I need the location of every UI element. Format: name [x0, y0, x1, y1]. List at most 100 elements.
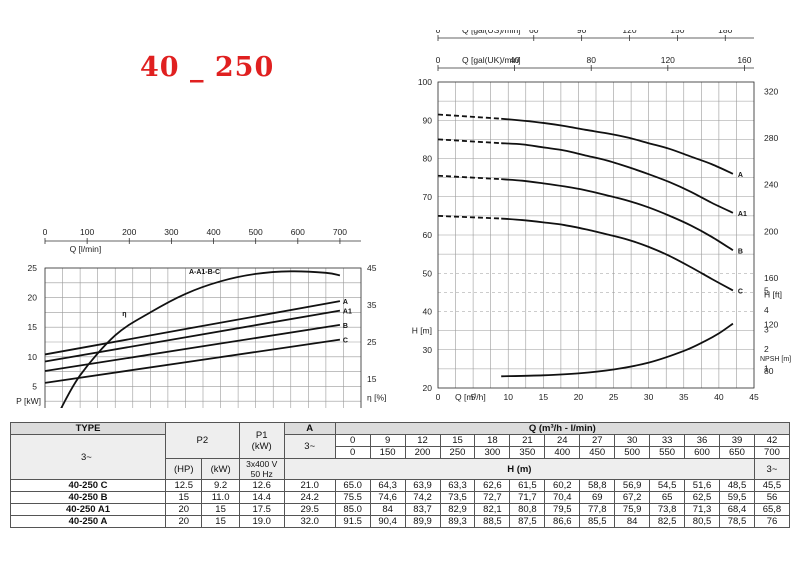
h-header: H (m)	[283, 458, 755, 480]
q-header: Q (m³/h - l/min)	[334, 422, 791, 435]
table-row: 40-250 B 15 11.0 14.4 24.2 75.5 74,6 74,2 73,5 72…	[10, 491, 791, 504]
head-y-tick: 90	[423, 115, 433, 125]
head-cell: 65.0	[334, 479, 371, 492]
type-cell: 40-250 B	[10, 491, 166, 504]
head-cell: 71,3	[684, 503, 721, 516]
power-y2-tick: 45	[367, 263, 377, 273]
q-lmin-cell: 700	[753, 446, 791, 459]
head-y-tick: 100	[418, 77, 432, 87]
q-lmin-cell: 550	[649, 446, 686, 459]
q-lmin-cell: 250	[439, 446, 476, 459]
head-x-tick: 35	[679, 392, 689, 402]
q-m3h-cell: 15	[439, 434, 476, 447]
head-cell: 60,2	[544, 479, 581, 492]
kw-cell: 15	[201, 503, 240, 516]
power-curve-label: C	[343, 338, 348, 345]
head-cell: 72,7	[474, 491, 511, 504]
head-top-tick: 150	[670, 30, 684, 35]
head-ft-tick: 280	[764, 133, 778, 143]
table-header-row: TYPE P2 P1 (kW) A Q (m³/h - l/min)	[10, 422, 791, 459]
q-m3h-cell: 27	[579, 434, 616, 447]
head-top-tick: 120	[622, 30, 636, 35]
p2-header: P2	[165, 422, 240, 459]
q-lmin-cell: 350	[509, 446, 546, 459]
head-curve-label: B	[738, 248, 743, 255]
q-lmin-cell: 0	[334, 446, 371, 459]
head-cell: 62,6	[474, 479, 511, 492]
head-x-tick: 40	[714, 392, 724, 402]
power-top-tick: 300	[164, 228, 178, 237]
head-cell: 90,4	[369, 515, 406, 528]
head-cell: 84	[614, 515, 651, 528]
q-m3h-cell: 24	[544, 434, 581, 447]
power-grid	[44, 267, 362, 408]
head-cell: 65,8	[753, 503, 791, 516]
head-cell: 61,5	[509, 479, 546, 492]
power-top-tick: 400	[206, 228, 220, 237]
a-phase-header: 3~	[283, 434, 336, 459]
head-curve-dashed-b	[437, 174, 502, 181]
head-cell: 54,5	[649, 479, 686, 492]
head-x-axis-label: Q [m³/h]	[455, 392, 486, 402]
head-top-tick: 80	[586, 55, 596, 65]
head-top-tick: 0	[436, 30, 441, 35]
head-cell: 80,5	[684, 515, 721, 528]
head-cell: 63,9	[404, 479, 441, 492]
hp-header: (HP)	[164, 458, 203, 480]
head-cell: 85,5	[579, 515, 616, 528]
type-cell: 40-250 A	[10, 515, 166, 528]
head-curve-label: A1	[738, 211, 747, 218]
head-curve-dashed-a1	[437, 138, 502, 145]
head-cell: 56	[753, 491, 791, 504]
table-row: 40-250 A1 20 15 17.5 29.5 85.0 84 83,7 82,9 82,1 8…	[10, 503, 791, 516]
head-cell: 82,1	[474, 503, 511, 516]
q-m3h-cell: 33	[649, 434, 686, 447]
q-m3h-cell: 42	[753, 434, 791, 447]
power-top-tick: 700	[333, 228, 347, 237]
head-top-tick: 160	[737, 55, 751, 65]
q-lmin-cell: 650	[719, 446, 755, 459]
power-y2-tick: 25	[367, 337, 377, 347]
table-row: 40-250 C 12.5 9.2 12.6 21.0 65.0 64,3 63,9 63,3 6…	[10, 479, 791, 492]
npsh-curve	[501, 322, 734, 378]
q-m3h-cell: 18	[474, 434, 511, 447]
head-y-tick: 30	[423, 345, 433, 355]
head-curve-a	[501, 117, 734, 175]
power-y-axis-label: P [kW]	[16, 396, 41, 406]
power-efficiency-chart: 05101520253035400510152025515253545P [kW…	[16, 228, 386, 408]
a-cell: 21.0	[283, 479, 336, 492]
head-cell: 88,5	[474, 515, 511, 528]
kw-cell: 11.0	[201, 491, 240, 504]
power-tick-labels: 05101520253035400510152025515253545P [kW…	[16, 228, 386, 406]
power-curve-a1	[44, 309, 341, 363]
page-title: 40 _ 250	[140, 52, 275, 83]
head-cell: 89,9	[404, 515, 441, 528]
q-m3h-cell: 0	[334, 434, 371, 447]
head-cell: 70,4	[544, 491, 581, 504]
head-top-tick: 90	[577, 30, 587, 35]
hp-cell: 12.5	[164, 479, 203, 492]
head-cell: 58,8	[579, 479, 616, 492]
head-cell: 76	[753, 515, 791, 528]
a-voltage-header: 3x400 V 50 Hz	[238, 458, 285, 480]
head-cell: 82,9	[439, 503, 476, 516]
power-top-axis	[44, 238, 361, 244]
eta-label: η	[122, 311, 126, 318]
head-curve-dashed-c	[437, 214, 502, 220]
p1-cell: 19.0	[238, 515, 285, 528]
power-top-axis-label: Q [l/min]	[70, 244, 102, 254]
a-cell: 24.2	[283, 491, 336, 504]
head-cell: 78,5	[719, 515, 755, 528]
head-cell: 69	[579, 491, 616, 504]
power-curve-a-a1-b-c	[60, 270, 341, 408]
head-cell: 84	[369, 503, 406, 516]
head-ft-tick: 200	[764, 226, 778, 236]
head-y-tick: 80	[423, 154, 433, 164]
head-cell: 67,2	[614, 491, 651, 504]
head-curve-b	[501, 178, 734, 252]
head-cell: 79,5	[544, 503, 581, 516]
head-cell: 45,5	[753, 479, 791, 492]
head-cell: 74,6	[369, 491, 406, 504]
head-cell: 73,8	[649, 503, 686, 516]
head-plot-frame	[437, 81, 755, 389]
